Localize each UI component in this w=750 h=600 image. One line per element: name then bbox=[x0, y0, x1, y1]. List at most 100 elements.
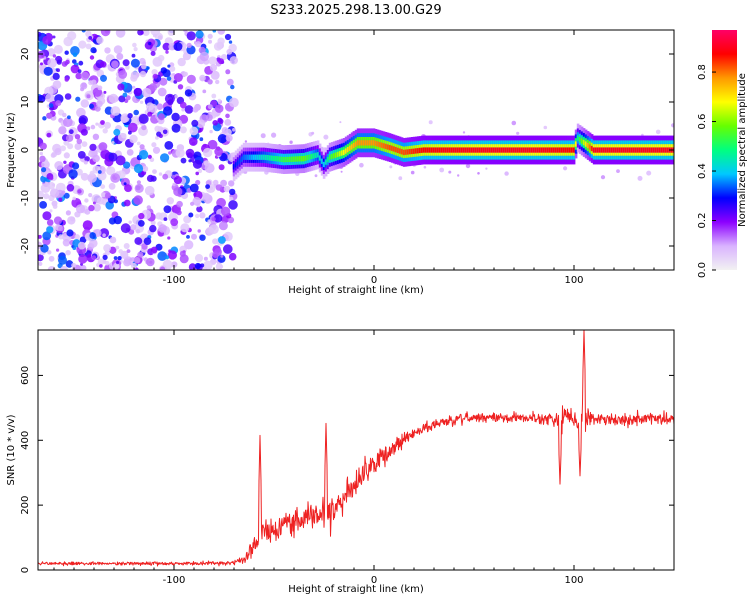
spectrogram-signal-cell bbox=[582, 139, 586, 146]
spectrogram-noise-cell bbox=[225, 113, 230, 119]
spectrogram-noise-cell bbox=[90, 47, 97, 54]
spectrogram-noise-cell bbox=[211, 93, 217, 99]
spectrogram-noise-cell bbox=[113, 128, 121, 136]
colorbar-ticks: 0.0 0.2 0.4 0.6 0.8 bbox=[697, 64, 716, 278]
spectrogram-noise-cell bbox=[49, 209, 53, 213]
spectrogram-noise-cell bbox=[114, 264, 120, 269]
spectrogram-xtick-label: 0 bbox=[371, 275, 377, 286]
spectrogram-noise-cell bbox=[202, 147, 213, 158]
spectrogram-noise-cell bbox=[111, 60, 119, 69]
spectrogram-signal-cell bbox=[348, 145, 352, 151]
snr-xtick-label: -100 bbox=[163, 575, 186, 586]
spectrogram-noise-cell bbox=[64, 50, 69, 55]
spectrogram-noise-cell bbox=[223, 244, 233, 254]
spectrogram-signal-cell bbox=[294, 156, 298, 162]
spectrogram-signal-cell bbox=[480, 147, 484, 153]
spectrogram-noise-cell bbox=[156, 103, 164, 110]
spectrogram-noise-cell bbox=[92, 201, 96, 205]
spectrogram-noise-cell bbox=[47, 250, 52, 255]
spectrogram-noise-cell bbox=[646, 170, 652, 176]
spectrogram-noise-cell bbox=[38, 95, 46, 103]
spectrogram-noise-cell bbox=[218, 164, 225, 171]
spectrogram-noise-cell bbox=[202, 192, 210, 200]
spectrogram-signal-cell bbox=[462, 147, 466, 153]
spectrogram-noise-cell bbox=[72, 52, 78, 58]
spectrogram-noise-cell bbox=[151, 142, 157, 148]
spectrogram-signal-cell bbox=[440, 147, 444, 153]
spectrogram-noise-cell bbox=[220, 206, 231, 216]
spectrogram-noise-cell bbox=[186, 31, 196, 41]
spectrogram-noise-cell bbox=[182, 52, 191, 61]
spectrogram-noise-cell bbox=[244, 140, 248, 143]
spectrogram-noise-cell bbox=[289, 140, 293, 144]
spectrogram-noise-cell bbox=[340, 170, 343, 173]
spectrogram-noise-cell bbox=[167, 250, 177, 260]
spectrogram-noise-cell bbox=[157, 35, 163, 40]
spectrogram-noise-cell bbox=[155, 136, 159, 140]
spectrogram-noise-cell bbox=[198, 168, 203, 174]
spectrogram-noise-cell bbox=[96, 69, 105, 78]
spectrogram-noise-cell bbox=[126, 149, 134, 156]
spectrogram-signal-cell bbox=[500, 147, 504, 153]
spectrogram-noise-cell bbox=[175, 148, 185, 158]
spectrogram-noise-cell bbox=[176, 200, 183, 208]
spectrogram-noise-cell bbox=[80, 264, 87, 270]
spectrogram-noise-cell bbox=[217, 134, 227, 144]
spectrogram-noise-cell bbox=[136, 141, 141, 146]
spectrogram-noise-cell bbox=[229, 97, 239, 108]
spectrogram-signal-cell bbox=[560, 147, 564, 153]
spectrogram-signal-cell bbox=[510, 147, 514, 153]
spectrogram-noise-cell bbox=[89, 239, 98, 248]
spectrogram-noise-cell bbox=[115, 155, 126, 166]
spectrogram-signal-cell bbox=[434, 147, 438, 153]
spectrogram-signal-cell bbox=[628, 147, 632, 153]
spectrogram-signal-cell bbox=[324, 159, 328, 165]
spectrogram-noise-cell bbox=[170, 218, 179, 227]
spectrogram-noise-cell bbox=[223, 185, 231, 193]
spectrogram-noise-cell bbox=[192, 196, 202, 206]
spectrogram-noise-cell bbox=[78, 254, 88, 264]
spectrogram-signal-cell bbox=[542, 147, 546, 153]
spectrogram-signal-cell bbox=[398, 148, 402, 154]
spectrogram-noise-cell bbox=[162, 42, 171, 51]
spectrogram-signal-cell bbox=[370, 140, 374, 146]
spectrogram-noise-cell bbox=[227, 216, 235, 224]
spectrogram-noise-cell bbox=[465, 163, 471, 169]
spectrogram-noise-cell bbox=[80, 172, 89, 181]
spectrogram-ytick-label: 0 bbox=[20, 147, 31, 153]
spectrogram-noise-cell bbox=[228, 40, 233, 44]
spectrogram-noise-cell bbox=[68, 169, 78, 179]
spectrogram-noise-cell bbox=[158, 113, 165, 121]
spectrogram-signal-cell bbox=[444, 147, 448, 153]
spectrogram-noise-cell bbox=[110, 173, 121, 183]
spectrogram-noise-cell bbox=[60, 265, 68, 270]
spectrogram-signal-cell bbox=[396, 147, 400, 153]
spectrogram-noise-cell bbox=[85, 43, 92, 50]
spectrogram-noise-cell bbox=[122, 92, 128, 98]
spectrogram-signal-cell bbox=[478, 147, 482, 153]
spectrogram-noise-cell bbox=[311, 131, 315, 135]
spectrogram-noise-cell bbox=[219, 265, 224, 269]
spectrogram-signal-cell bbox=[634, 147, 638, 153]
snr-ytick-label: 600 bbox=[20, 366, 31, 385]
spectrogram-noise-cell bbox=[137, 30, 144, 36]
colorbar-tick-label: 0.4 bbox=[697, 163, 708, 179]
spectrogram-noise-cell bbox=[167, 99, 174, 106]
spectrogram-signal-cell bbox=[464, 147, 468, 153]
spectrogram-signal-cell bbox=[584, 141, 588, 147]
spectrogram-noise-cell bbox=[157, 54, 165, 62]
spectrogram-noise-cell bbox=[113, 215, 123, 225]
spectrogram-signal-cell bbox=[580, 138, 584, 144]
spectrogram-noise-cell bbox=[49, 176, 54, 181]
spectrogram-noise-cell bbox=[133, 163, 144, 174]
spectrogram-noise-cell bbox=[125, 95, 131, 101]
spectrogram-noise-cell bbox=[183, 30, 188, 33]
spectrogram-noise-cell bbox=[188, 159, 192, 163]
spectrogram-signal-cell bbox=[456, 147, 460, 153]
spectrogram-noise-cell bbox=[39, 201, 47, 209]
spectrogram-signal-cell bbox=[288, 156, 292, 162]
spectrogram-noise-cell bbox=[428, 120, 433, 125]
spectrogram-signal-cell bbox=[364, 140, 368, 146]
spectrogram-noise-cell bbox=[208, 56, 217, 65]
